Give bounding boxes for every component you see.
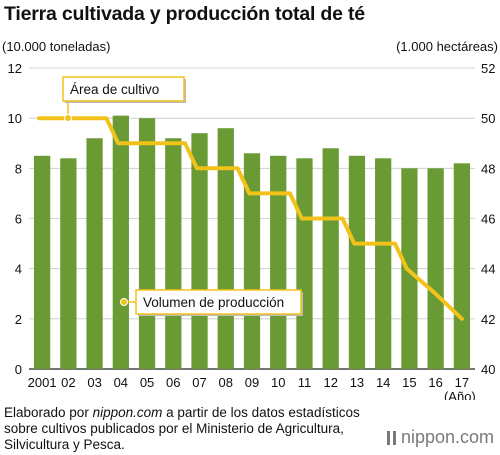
bar	[86, 138, 103, 369]
x-tick-label: 02	[61, 375, 75, 390]
bar	[296, 158, 313, 369]
bar	[375, 158, 392, 369]
right-tick-label: 40	[481, 362, 495, 377]
area-line	[37, 116, 464, 321]
right-tick-label: 46	[481, 212, 495, 227]
chart-title: Tierra cultivada y producción total de t…	[4, 3, 365, 25]
left-tick-label: 6	[15, 212, 22, 227]
right-tick-label: 50	[481, 111, 495, 126]
x-tick-label: 11	[298, 375, 312, 390]
x-tick-label: 10	[271, 375, 285, 390]
annotations: Área de cultivo Volumen de producción	[62, 76, 303, 316]
bar	[270, 155, 287, 369]
x-tick-label: 06	[166, 375, 180, 390]
bar	[322, 148, 339, 369]
bar	[165, 138, 182, 369]
area-callout-dot	[64, 114, 72, 122]
nippon-icon	[386, 430, 396, 445]
bar	[348, 155, 366, 369]
x-tick-label: 17	[455, 375, 469, 390]
bar	[453, 163, 471, 369]
chart-area: (10.000 toneladas) (1.000 hectáreas) 024…	[2, 39, 498, 400]
left-tick-label: 10	[8, 111, 22, 126]
left-tick-label: 4	[15, 262, 22, 277]
x-tick-label: 04	[114, 375, 128, 390]
bar	[60, 158, 77, 369]
area-callout-box	[62, 76, 185, 102]
x-tick-label: 05	[140, 375, 154, 390]
left-tick-label: 0	[15, 362, 22, 377]
x-tick-label: 14	[376, 375, 390, 390]
left-tick-label: 2	[15, 312, 22, 327]
x-tick-label: 13	[350, 375, 364, 390]
bar-series	[33, 115, 471, 370]
right-tick-label: 44	[481, 262, 495, 277]
x-tick-label: 07	[192, 375, 206, 390]
x-tick-label: 12	[323, 375, 337, 390]
x-tick-label: 03	[87, 375, 101, 390]
x-tick-label: 15	[402, 375, 416, 390]
volume-callout-dot	[120, 298, 128, 306]
area-callout-label: Área de cultivo	[70, 82, 159, 97]
x-unit-label: (Año)	[444, 389, 476, 400]
brand-logo: nippon.com	[386, 427, 494, 448]
left-axis-label: (10.000 toneladas)	[2, 39, 110, 54]
bar	[33, 155, 51, 369]
bar	[138, 118, 156, 370]
right-axis-label: (1.000 hectáreas)	[396, 39, 498, 54]
bar	[427, 168, 444, 369]
source-site: nippon.com	[92, 405, 163, 420]
left-tick-label: 8	[15, 161, 22, 176]
source-note: Elaborado por nippon.com a partir de los…	[4, 405, 360, 452]
x-tick-label: 09	[245, 375, 259, 390]
bar	[217, 128, 234, 369]
x-tick-label: 08	[219, 375, 233, 390]
bar	[112, 115, 129, 370]
volume-callout-box	[135, 289, 302, 315]
x-tick-label: 16	[428, 375, 442, 390]
left-tick-label: 12	[8, 61, 22, 76]
right-tick-label: 42	[481, 312, 495, 327]
volume-callout-label: Volumen de producción	[143, 295, 284, 310]
right-tick-label: 52	[481, 61, 495, 76]
line-series	[37, 116, 464, 321]
right-tick-label: 48	[481, 161, 495, 176]
x-tick-label: 2001	[28, 375, 57, 390]
